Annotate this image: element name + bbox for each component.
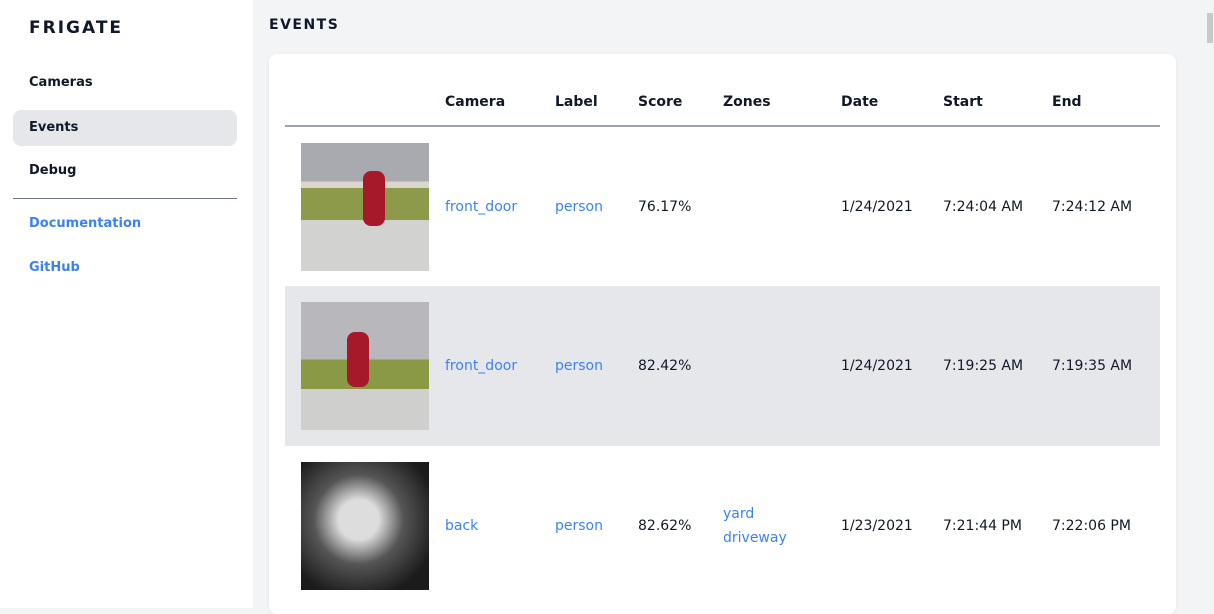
event-thumbnail[interactable] (301, 302, 429, 430)
table-header: Camera Label Score Zones Date Start End (285, 78, 1160, 127)
start-time: 7:21:44 PM (943, 518, 1022, 534)
event-thumbnail[interactable] (301, 142, 429, 271)
start-time: 7:24:04 AM (943, 198, 1024, 215)
camera-link[interactable]: back (445, 518, 479, 534)
sidebar: FRIGATE Cameras Events Debug Documentati… (0, 0, 253, 608)
page-title: EVENTS (269, 17, 340, 33)
col-camera: Camera (445, 78, 555, 127)
col-label: Label (555, 78, 638, 127)
end-time: 7:22:06 PM (1052, 518, 1131, 534)
end-time: 7:24:12 AM (1052, 198, 1133, 215)
date: 1/23/2021 (841, 518, 913, 534)
sidebar-divider (13, 198, 237, 199)
scrollbar-thumb[interactable] (1207, 13, 1213, 43)
end-time: 7:19:35 AM (1052, 286, 1160, 446)
label-link[interactable]: person (555, 198, 603, 215)
sidebar-item-events[interactable]: Events (13, 110, 237, 146)
score: 76.17% (638, 198, 692, 215)
event-thumbnail[interactable] (301, 462, 429, 590)
camera-link[interactable]: front_door (445, 198, 518, 215)
date: 1/24/2021 (841, 286, 943, 446)
col-thumbnail (285, 78, 445, 127)
score: 82.42% (638, 286, 723, 446)
score: 82.62% (638, 518, 692, 534)
table-row[interactable]: front_door person 82.42% 1/24/2021 7:19:… (285, 286, 1160, 446)
label-link[interactable]: person (555, 286, 638, 446)
zone-link[interactable]: yard (723, 506, 755, 522)
table-row[interactable]: back person 82.62% yard driveway 1/23/202… (285, 446, 1160, 606)
link-documentation[interactable]: Documentation (29, 216, 142, 231)
sidebar-item-debug[interactable]: Debug (29, 163, 77, 178)
zones: yard driveway (723, 446, 841, 606)
link-github[interactable]: GitHub (29, 260, 80, 275)
scrollbar[interactable] (1206, 0, 1214, 608)
date: 1/24/2021 (841, 198, 913, 215)
start-time: 7:19:25 AM (943, 286, 1052, 446)
col-start: Start (943, 78, 1052, 127)
zones (723, 286, 841, 446)
camera-link[interactable]: front_door (445, 286, 555, 446)
brand-logo: FRIGATE (29, 18, 124, 38)
col-score: Score (638, 78, 723, 127)
zones (723, 126, 841, 286)
events-card: Camera Label Score Zones Date Start End … (269, 54, 1176, 614)
label-link[interactable]: person (555, 518, 603, 534)
col-date: Date (841, 78, 943, 127)
table-row[interactable]: front_door person 76.17% 1/24/2021 7:24:… (285, 126, 1160, 286)
col-end: End (1052, 78, 1160, 127)
sidebar-item-cameras[interactable]: Cameras (29, 75, 93, 90)
col-zones: Zones (723, 78, 841, 127)
zone-link[interactable]: driveway (723, 530, 787, 546)
events-table: Camera Label Score Zones Date Start End … (285, 78, 1160, 606)
